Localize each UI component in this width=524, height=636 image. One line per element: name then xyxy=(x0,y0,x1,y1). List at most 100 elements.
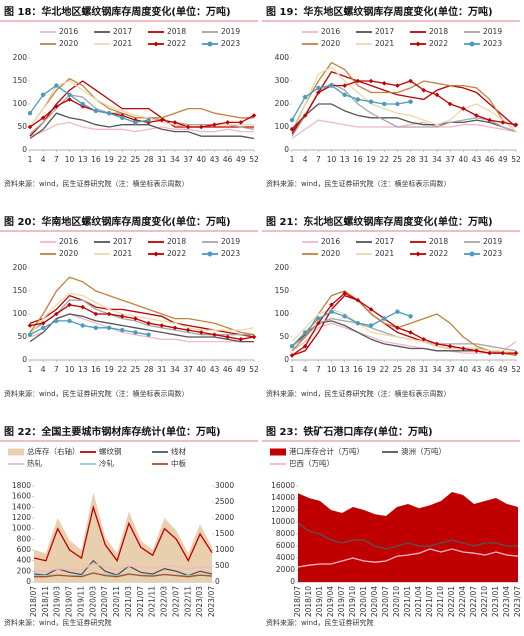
point xyxy=(355,97,361,102)
x-tick-label: 43 xyxy=(472,155,482,164)
x-tick-label: 19 xyxy=(366,155,376,164)
point xyxy=(54,104,59,109)
x-tick-label: 1 xyxy=(28,365,33,374)
chart: 图 23：铁矿石港口库存(单位：万吨) 资料来源：wind，民生证券研究院 0 200… xyxy=(262,425,522,627)
x-tick-label: 40 xyxy=(459,155,469,164)
point xyxy=(434,341,440,347)
y-tick-label: 200 xyxy=(13,263,28,272)
point xyxy=(460,346,466,351)
point xyxy=(329,83,334,88)
line xyxy=(291,308,517,354)
x-tick-label: 2023/07 xyxy=(513,586,522,617)
x-tick-label: 2022/11 xyxy=(183,586,192,617)
source-note: 资料来源：wind，民生证券研究院 xyxy=(4,618,112,627)
line xyxy=(291,310,411,347)
y-tick-label: 150 xyxy=(13,286,28,295)
point xyxy=(487,350,492,356)
x-tick-label: 2021/07 xyxy=(136,586,145,617)
x-tick-label: 37 xyxy=(183,155,193,164)
y-tick-label: 150 xyxy=(13,76,28,85)
line xyxy=(291,103,517,133)
x-tick-label: 1 xyxy=(28,155,33,164)
x-tick-label: 7 xyxy=(54,155,59,164)
point xyxy=(381,81,387,86)
chart-title: 图 18：华北地区螺纹钢库存周度变化(单位：万吨) xyxy=(4,5,231,18)
x-tick-label: 52 xyxy=(511,365,521,374)
x-tick-label: 2021/11 xyxy=(148,586,157,617)
y-tick-label: 200 xyxy=(17,566,32,575)
x-tick-label: 4 xyxy=(303,155,308,164)
chart: 图 22：全国主要城市钢材库存统计(单位：万吨) 资料来源：wind，民生证券研究… xyxy=(0,425,258,627)
legend-label: 2016 xyxy=(59,237,78,246)
point xyxy=(120,115,125,121)
y-tick-label: 50 xyxy=(279,332,289,341)
x-tick-label: 43 xyxy=(210,365,220,374)
point xyxy=(212,122,217,127)
x-tick-label: 10 xyxy=(65,365,75,374)
legend-label: 2020 xyxy=(59,39,78,48)
x-tick-label: 2022/07 xyxy=(469,586,478,617)
point xyxy=(225,120,230,125)
x-tick-label: 31 xyxy=(419,365,429,374)
chart-title: 图 23：铁矿石港口库存(单位：万吨) xyxy=(266,425,433,438)
legend-label: 2018 xyxy=(167,27,186,36)
point xyxy=(316,85,321,91)
point xyxy=(302,94,308,100)
x-tick-label: 2018/07 xyxy=(293,586,302,617)
x-tick-label: 19 xyxy=(104,155,114,164)
line xyxy=(29,276,255,336)
point xyxy=(172,325,178,331)
x-tick-label: 2019/10 xyxy=(348,586,357,617)
legend-label: 2023 xyxy=(483,249,502,258)
y-tick-label: 400 xyxy=(17,556,32,565)
point xyxy=(212,332,217,337)
x-tick-label: 16 xyxy=(353,155,363,164)
point xyxy=(238,337,244,342)
x-tick-label: 2019/01 xyxy=(315,586,324,617)
point xyxy=(133,120,138,125)
x-tick-label: 2020/07 xyxy=(100,586,109,617)
x-tick-label: 2021/04 xyxy=(414,586,423,617)
y-tick-label: 100 xyxy=(13,99,28,108)
point xyxy=(395,83,400,88)
x-tick-label: 1 xyxy=(290,365,295,374)
x-tick-label: 19 xyxy=(104,365,114,374)
x-tick-label: 1 xyxy=(290,155,295,164)
line xyxy=(29,112,255,140)
point xyxy=(355,321,361,326)
point xyxy=(408,330,413,335)
x-tick-label: 46 xyxy=(223,365,233,374)
point xyxy=(67,92,72,98)
legend-label: 2019 xyxy=(221,27,240,36)
point xyxy=(289,353,295,358)
point xyxy=(27,332,33,337)
x-tick-label: 2022/04 xyxy=(458,586,467,617)
point xyxy=(500,350,506,356)
legend-label: 2022 xyxy=(167,249,186,258)
legend-label: 2017 xyxy=(113,237,132,246)
point xyxy=(289,344,295,349)
point xyxy=(408,314,413,319)
y-tick-label: 1400 xyxy=(12,502,31,511)
line xyxy=(34,562,213,572)
line xyxy=(291,80,517,130)
y-tick-label: 1200 xyxy=(12,513,31,522)
line xyxy=(291,290,517,357)
line xyxy=(29,304,255,340)
point xyxy=(487,117,492,123)
x-tick-label: 13 xyxy=(78,155,88,164)
x-tick-label: 40 xyxy=(459,365,469,374)
point xyxy=(368,99,374,104)
legend-label: 2016 xyxy=(321,237,340,246)
x-tick-label: 2022/03 xyxy=(160,586,169,617)
x-tick-label: 22 xyxy=(379,365,389,374)
y-tick-label: 100 xyxy=(275,122,290,131)
x-tick-label: 43 xyxy=(472,365,482,374)
point xyxy=(80,323,85,328)
x-tick-label: 2022/01 xyxy=(447,586,456,617)
x-tick-label: 40 xyxy=(197,155,207,164)
point xyxy=(27,124,33,130)
x-tick-label: 13 xyxy=(340,155,350,164)
y-tick-label: 0 xyxy=(22,145,27,154)
y2-tick-label: 1500 xyxy=(215,529,234,538)
